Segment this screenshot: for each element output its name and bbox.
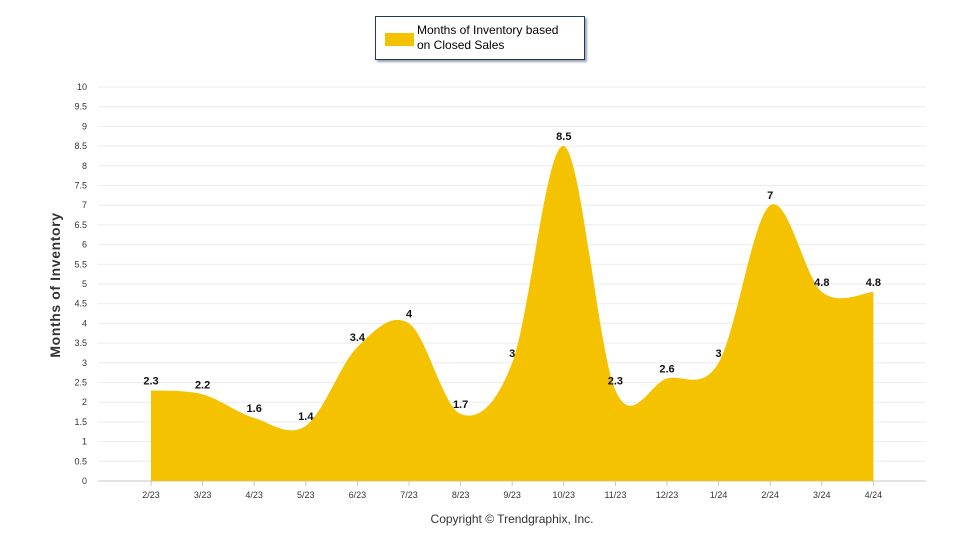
data-label: 3 — [716, 348, 722, 360]
x-tick-label: 4/23 — [245, 490, 263, 500]
x-axis-ticks: 2/23 3/23 4/23 5/23 6/23 7/23 8/23 9/23 10/23 11/… — [142, 481, 882, 500]
x-tick-label: 8/23 — [452, 490, 470, 500]
y-tick-label: 9.5 — [74, 102, 87, 112]
data-label: 1.4 — [298, 411, 314, 423]
legend-label-line2: on Closed Sales — [417, 38, 505, 52]
x-tick-label: 3/24 — [813, 490, 831, 500]
x-tick-label: 5/23 — [297, 490, 315, 500]
data-label: 3 — [509, 348, 515, 360]
y-tick-label: 3 — [82, 358, 87, 368]
x-tick-label: 1/24 — [710, 490, 728, 500]
y-tick-label: 9 — [82, 121, 87, 131]
x-tick-label: 4/24 — [865, 490, 883, 500]
x-tick-label: 3/23 — [194, 490, 212, 500]
data-label: 4.8 — [814, 277, 829, 289]
data-label: 4 — [406, 308, 413, 320]
data-label: 2.3 — [608, 375, 623, 387]
y-tick-label: 1 — [82, 437, 87, 447]
x-tick-label: 7/23 — [400, 490, 418, 500]
data-label: 1.7 — [453, 399, 468, 411]
y-tick-label: 2.5 — [74, 378, 87, 388]
y-tick-label: 2 — [82, 397, 87, 407]
data-labels: 2.3 2.2 1.6 1.4 3.4 4 1.7 3 8.5 2.3 2.6 3 7 4.8 4.8 — [143, 131, 881, 423]
legend: Months of Inventory based on Closed Sale… — [375, 16, 585, 60]
y-tick-label: 1.5 — [74, 417, 87, 427]
y-tick-label: 8 — [82, 161, 87, 171]
data-label: 3.4 — [350, 332, 366, 344]
area-fill — [151, 146, 874, 482]
y-tick-label: 4 — [82, 318, 87, 328]
legend-label-line1: Months of Inventory based — [417, 23, 559, 37]
y-tick-label: 5 — [82, 279, 87, 289]
data-label: 4.8 — [866, 277, 881, 289]
copyright: Copyright © Trendgraphix, Inc. — [430, 512, 594, 526]
x-tick-label: 9/23 — [503, 490, 521, 500]
y-tick-label: 10 — [77, 82, 87, 92]
y-tick-label: 6.5 — [74, 220, 87, 230]
y-axis-title: Months of Inventory — [47, 212, 63, 358]
y-tick-label: 7.5 — [74, 181, 87, 191]
legend-label: Months of Inventory based on Closed Sale… — [417, 23, 582, 53]
y-tick-label: 6 — [82, 240, 87, 250]
data-label: 2.6 — [659, 364, 674, 376]
data-label: 8.5 — [556, 131, 571, 143]
legend-swatch — [385, 33, 414, 46]
x-tick-label: 6/23 — [349, 490, 367, 500]
y-tick-label: 7 — [82, 200, 87, 210]
y-tick-label: 0 — [82, 476, 87, 486]
y-tick-label: 3.5 — [74, 338, 87, 348]
x-tick-label: 11/23 — [604, 490, 626, 500]
data-label: 2.3 — [143, 375, 158, 387]
y-tick-label: 0.5 — [74, 456, 87, 466]
x-tick-label: 2/24 — [761, 490, 779, 500]
y-tick-label: 4.5 — [74, 299, 87, 309]
data-label: 1.6 — [247, 403, 262, 415]
y-tick-label: 5.5 — [74, 259, 87, 269]
data-label: 7 — [767, 190, 773, 202]
x-tick-label: 10/23 — [553, 490, 576, 500]
y-axis-ticks: 0 0.5 1 1.5 2 2.5 3 3.5 4 4.5 5 5.5 6 6.5 7 7.5 8 8.5 9 9.5… — [74, 82, 87, 486]
x-tick-label: 2/23 — [142, 490, 160, 500]
area-series — [151, 146, 874, 482]
data-label: 2.2 — [195, 379, 210, 391]
y-tick-label: 8.5 — [74, 141, 87, 151]
x-tick-label: 12/23 — [656, 490, 679, 500]
